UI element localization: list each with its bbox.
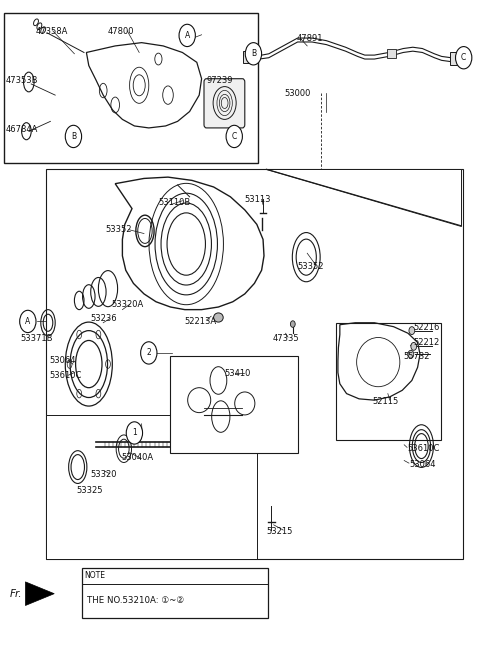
- Text: 53410: 53410: [225, 369, 251, 379]
- Text: 53352: 53352: [298, 262, 324, 271]
- Text: 53110B: 53110B: [158, 197, 191, 207]
- Text: C: C: [461, 53, 466, 62]
- FancyBboxPatch shape: [204, 79, 245, 128]
- FancyBboxPatch shape: [387, 49, 396, 58]
- Polygon shape: [25, 582, 54, 605]
- Text: 53064: 53064: [49, 356, 75, 365]
- Text: 47335: 47335: [273, 334, 299, 343]
- Text: 53040A: 53040A: [121, 453, 153, 462]
- Circle shape: [226, 125, 242, 148]
- Text: 47358A: 47358A: [36, 27, 68, 36]
- Text: NOTE: NOTE: [84, 571, 106, 581]
- Ellipse shape: [408, 350, 414, 358]
- Text: 53215: 53215: [266, 527, 292, 536]
- Circle shape: [245, 43, 262, 65]
- Text: 1: 1: [132, 428, 137, 438]
- Text: C: C: [232, 132, 237, 141]
- Text: 47353B: 47353B: [6, 75, 38, 85]
- Text: 52213A: 52213A: [185, 317, 217, 326]
- Text: 53610C: 53610C: [407, 444, 439, 453]
- FancyBboxPatch shape: [243, 51, 254, 63]
- Text: 46784A: 46784A: [6, 125, 38, 134]
- Text: 97239: 97239: [206, 76, 233, 85]
- Text: B: B: [71, 132, 76, 141]
- Text: A: A: [185, 31, 190, 40]
- Text: Fr.: Fr.: [10, 588, 22, 599]
- Text: 53000: 53000: [284, 89, 311, 98]
- Circle shape: [65, 125, 82, 148]
- Text: 47891: 47891: [297, 33, 323, 43]
- Text: 53325: 53325: [77, 486, 103, 495]
- Bar: [82, 568, 268, 618]
- Polygon shape: [266, 169, 461, 226]
- Ellipse shape: [411, 342, 417, 350]
- Circle shape: [456, 47, 472, 69]
- Ellipse shape: [290, 321, 295, 327]
- Text: 47800: 47800: [108, 27, 134, 36]
- Circle shape: [179, 24, 195, 47]
- Text: 53236: 53236: [90, 314, 117, 323]
- Text: 55732: 55732: [403, 352, 430, 361]
- Text: 52212: 52212: [414, 338, 440, 347]
- Bar: [336, 323, 441, 440]
- Text: 53371B: 53371B: [20, 334, 53, 343]
- Ellipse shape: [214, 313, 223, 322]
- Bar: [46, 415, 257, 559]
- Text: 53610C: 53610C: [49, 371, 81, 380]
- Ellipse shape: [409, 327, 415, 335]
- Text: 53113: 53113: [245, 195, 271, 204]
- Text: A: A: [25, 317, 30, 326]
- Text: 52216: 52216: [414, 323, 440, 333]
- Text: THE NO.53210A: ①~②: THE NO.53210A: ①~②: [87, 596, 184, 605]
- Text: B: B: [251, 49, 256, 58]
- Circle shape: [20, 310, 36, 333]
- FancyBboxPatch shape: [450, 52, 462, 65]
- Text: 53320A: 53320A: [111, 300, 144, 309]
- Text: 53064: 53064: [409, 460, 435, 469]
- Bar: [170, 356, 298, 453]
- Text: 2: 2: [146, 348, 151, 358]
- Text: 53352: 53352: [106, 225, 132, 234]
- Circle shape: [141, 342, 157, 364]
- Circle shape: [126, 422, 143, 444]
- Text: 52115: 52115: [372, 397, 399, 406]
- Text: 53320: 53320: [90, 470, 117, 480]
- Bar: [4, 13, 258, 163]
- Bar: [46, 169, 463, 559]
